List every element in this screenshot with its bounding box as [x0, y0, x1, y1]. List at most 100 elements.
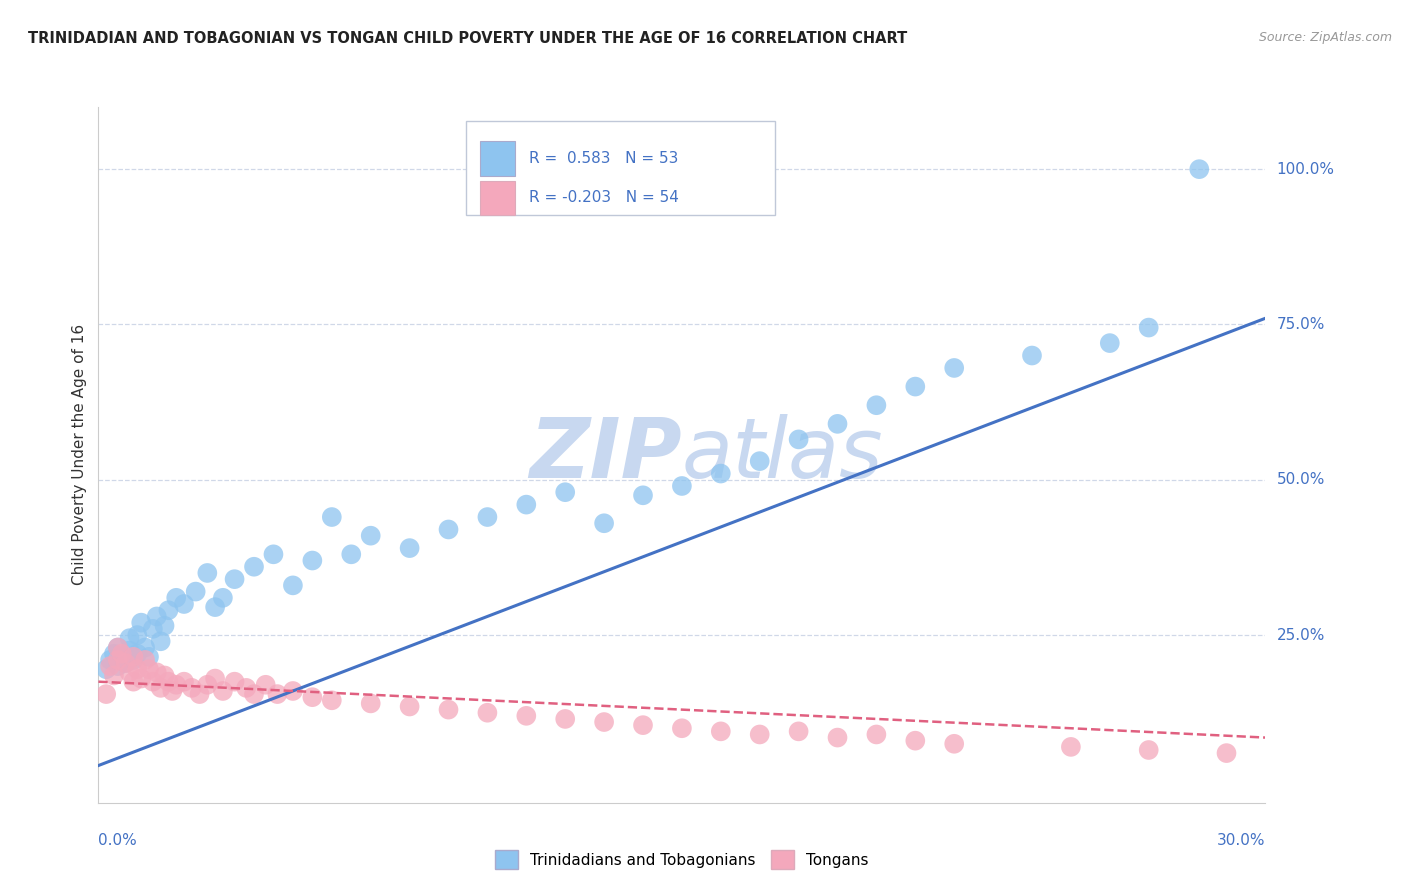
Point: [118, 631, 141, 645]
Point: [118, 665, 141, 680]
Point: [184, 584, 207, 599]
Point: [1137, 320, 1160, 334]
Text: 25.0%: 25.0%: [1277, 628, 1324, 642]
Point: [1098, 336, 1121, 351]
Point: [1137, 743, 1160, 757]
Point: [266, 687, 288, 701]
Point: [165, 678, 187, 692]
Point: [107, 640, 129, 655]
Point: [129, 615, 152, 630]
Point: [865, 398, 887, 412]
Point: [118, 643, 141, 657]
Point: [301, 690, 323, 705]
Point: [224, 572, 246, 586]
Point: [173, 597, 195, 611]
Point: [98, 659, 121, 673]
Point: [107, 653, 129, 667]
Point: [243, 687, 266, 701]
Point: [671, 479, 693, 493]
Text: R =  0.583   N = 53: R = 0.583 N = 53: [529, 151, 679, 166]
Point: [865, 727, 887, 741]
Point: [122, 674, 145, 689]
Point: [787, 724, 810, 739]
Point: [360, 697, 382, 711]
Point: [904, 379, 927, 393]
Point: [162, 684, 184, 698]
Point: [96, 662, 118, 676]
Point: [281, 684, 304, 698]
Point: [224, 674, 246, 689]
Point: [243, 559, 266, 574]
Point: [1060, 739, 1083, 754]
Point: [827, 417, 849, 431]
Point: [398, 699, 420, 714]
Point: [129, 672, 152, 686]
Point: [138, 662, 160, 676]
Text: 50.0%: 50.0%: [1277, 472, 1324, 487]
Point: [146, 609, 169, 624]
Point: [149, 681, 172, 695]
Point: [301, 553, 323, 567]
Point: [554, 712, 576, 726]
Point: [165, 591, 187, 605]
Point: [710, 467, 733, 481]
Point: [153, 668, 176, 682]
Point: [103, 668, 125, 682]
Point: [111, 647, 134, 661]
Point: [631, 488, 654, 502]
Point: [153, 619, 176, 633]
Point: [748, 454, 770, 468]
Point: [904, 733, 927, 747]
Point: [321, 510, 343, 524]
Point: [1215, 746, 1237, 760]
Text: TRINIDADIAN AND TOBAGONIAN VS TONGAN CHILD POVERTY UNDER THE AGE OF 16 CORRELATI: TRINIDADIAN AND TOBAGONIAN VS TONGAN CHI…: [28, 31, 907, 46]
Point: [477, 706, 499, 720]
Text: ZIP: ZIP: [529, 415, 682, 495]
Point: [114, 656, 136, 670]
Point: [254, 678, 277, 692]
Point: [173, 674, 195, 689]
Point: [631, 718, 654, 732]
Point: [212, 684, 235, 698]
Point: [122, 653, 145, 667]
Point: [96, 687, 118, 701]
Point: [515, 708, 537, 723]
Text: atlas: atlas: [682, 415, 883, 495]
Text: 100.0%: 100.0%: [1277, 161, 1334, 177]
Text: 0.0%: 0.0%: [98, 833, 138, 848]
Point: [195, 678, 218, 692]
Point: [1021, 349, 1043, 363]
Point: [134, 640, 156, 655]
Point: [111, 649, 134, 664]
Point: [671, 721, 693, 735]
Legend: Trinidadians and Tobagonians, Tongans: Trinidadians and Tobagonians, Tongans: [489, 845, 875, 875]
Point: [437, 703, 460, 717]
Point: [157, 674, 180, 689]
Point: [134, 653, 156, 667]
Point: [710, 724, 733, 739]
Point: [360, 529, 382, 543]
Point: [321, 693, 343, 707]
Point: [235, 681, 257, 695]
Point: [212, 591, 235, 605]
Point: [138, 649, 160, 664]
Point: [180, 681, 202, 695]
Point: [515, 498, 537, 512]
Point: [127, 628, 149, 642]
Point: [195, 566, 218, 580]
Point: [107, 640, 129, 655]
Point: [107, 659, 129, 673]
Point: [437, 523, 460, 537]
Point: [204, 600, 226, 615]
Point: [943, 361, 966, 376]
FancyBboxPatch shape: [465, 121, 775, 215]
Point: [142, 674, 165, 689]
Point: [827, 731, 849, 745]
Point: [398, 541, 420, 555]
Text: 75.0%: 75.0%: [1277, 317, 1324, 332]
Point: [204, 672, 226, 686]
Point: [127, 662, 149, 676]
Point: [1188, 162, 1211, 177]
Point: [262, 547, 284, 561]
Point: [157, 603, 180, 617]
